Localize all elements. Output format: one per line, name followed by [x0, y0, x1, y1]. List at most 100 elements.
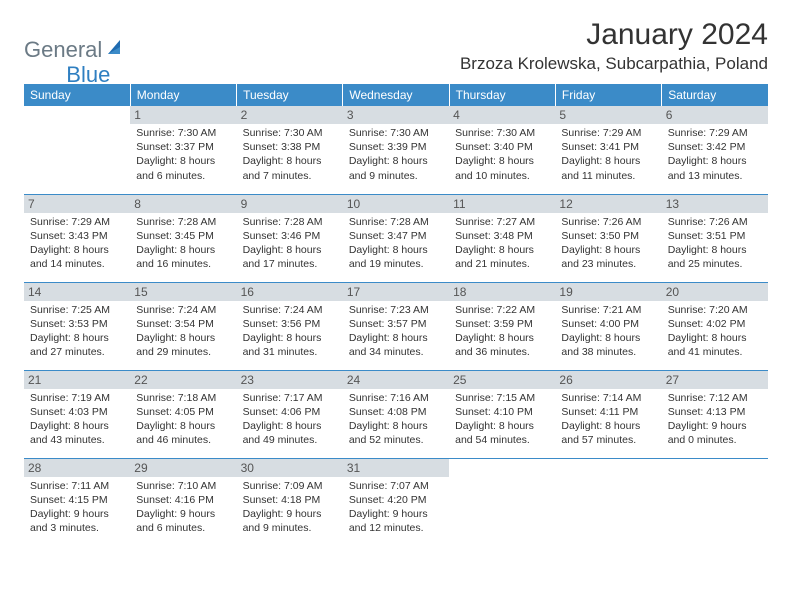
daylight-text: Daylight: 8 hours and 49 minutes.: [243, 419, 337, 447]
day-number: 23: [237, 371, 343, 389]
day-details: Sunrise: 7:30 AMSunset: 3:37 PMDaylight:…: [136, 126, 230, 183]
day-details: Sunrise: 7:21 AMSunset: 4:00 PMDaylight:…: [561, 303, 655, 360]
sunrise-text: Sunrise: 7:26 AM: [668, 215, 762, 229]
day-details: Sunrise: 7:14 AMSunset: 4:11 PMDaylight:…: [561, 391, 655, 448]
daylight-text: Daylight: 8 hours and 57 minutes.: [561, 419, 655, 447]
calendar-day-cell: [24, 106, 130, 194]
day-details: Sunrise: 7:20 AMSunset: 4:02 PMDaylight:…: [668, 303, 762, 360]
sunrise-text: Sunrise: 7:25 AM: [30, 303, 124, 317]
sunrise-text: Sunrise: 7:11 AM: [30, 479, 124, 493]
sunrise-text: Sunrise: 7:12 AM: [668, 391, 762, 405]
sunrise-text: Sunrise: 7:29 AM: [668, 126, 762, 140]
weekday-header: Friday: [555, 84, 661, 106]
calendar-day-cell: 2Sunrise: 7:30 AMSunset: 3:38 PMDaylight…: [237, 106, 343, 194]
sunrise-text: Sunrise: 7:28 AM: [136, 215, 230, 229]
daylight-text: Daylight: 8 hours and 21 minutes.: [455, 243, 549, 271]
calendar-week-row: 7Sunrise: 7:29 AMSunset: 3:43 PMDaylight…: [24, 194, 768, 282]
day-details: Sunrise: 7:22 AMSunset: 3:59 PMDaylight:…: [455, 303, 549, 360]
calendar-week-row: 28Sunrise: 7:11 AMSunset: 4:15 PMDayligh…: [24, 458, 768, 546]
day-details: Sunrise: 7:25 AMSunset: 3:53 PMDaylight:…: [30, 303, 124, 360]
sunset-text: Sunset: 4:20 PM: [349, 493, 443, 507]
calendar-day-cell: 26 Sunrise: 7:14 AMSunset: 4:11 PMDayligh…: [555, 370, 661, 458]
weekday-header: Monday: [130, 84, 236, 106]
sunrise-text: Sunrise: 7:23 AM: [349, 303, 443, 317]
sunset-text: Sunset: 4:08 PM: [349, 405, 443, 419]
day-number: 26: [555, 371, 661, 389]
daylight-text: Daylight: 9 hours and 6 minutes.: [136, 507, 230, 535]
logo: General Blue: [24, 18, 110, 74]
day-number: 10: [343, 195, 449, 213]
day-details: Sunrise: 7:27 AMSunset: 3:48 PMDaylight:…: [455, 215, 549, 272]
calendar-day-cell: 18 Sunrise: 7:22 AMSunset: 3:59 PMDayligh…: [449, 282, 555, 370]
day-number: 25: [449, 371, 555, 389]
calendar-day-cell: 28Sunrise: 7:11 AMSunset: 4:15 PMDayligh…: [24, 458, 130, 546]
sunset-text: Sunset: 3:59 PM: [455, 317, 549, 331]
day-number: 27: [662, 371, 768, 389]
day-number: 18: [449, 283, 555, 301]
calendar-day-cell: 7Sunrise: 7:29 AMSunset: 3:43 PMDaylight…: [24, 194, 130, 282]
daylight-text: Daylight: 8 hours and 19 minutes.: [349, 243, 443, 271]
day-number: 30: [237, 459, 343, 477]
calendar-day-cell: 21Sunrise: 7:19 AMSunset: 4:03 PMDayligh…: [24, 370, 130, 458]
daylight-text: Daylight: 8 hours and 29 minutes.: [136, 331, 230, 359]
day-details: Sunrise: 7:09 AMSunset: 4:18 PMDaylight:…: [243, 479, 337, 536]
calendar-day-cell: 20Sunrise: 7:20 AMSunset: 4:02 PMDayligh…: [662, 282, 768, 370]
calendar-day-cell: 22Sunrise: 7:18 AMSunset: 4:05 PMDayligh…: [130, 370, 236, 458]
day-number: 3: [343, 106, 449, 124]
day-details: Sunrise: 7:28 AMSunset: 3:46 PMDaylight:…: [243, 215, 337, 272]
calendar-week-row: 1 Sunrise: 7:30 AMSunset: 3:37 PMDaylight…: [24, 106, 768, 194]
sunrise-text: Sunrise: 7:28 AM: [349, 215, 443, 229]
day-number: 1: [130, 106, 236, 124]
day-number: 11: [449, 195, 555, 213]
sunrise-text: Sunrise: 7:19 AM: [30, 391, 124, 405]
daylight-text: Daylight: 8 hours and 14 minutes.: [30, 243, 124, 271]
sunset-text: Sunset: 3:51 PM: [668, 229, 762, 243]
day-details: Sunrise: 7:29 AMSunset: 3:41 PMDaylight:…: [561, 126, 655, 183]
daylight-text: Daylight: 8 hours and 38 minutes.: [561, 331, 655, 359]
calendar-week-row: 14 Sunrise: 7:25 AMSunset: 3:53 PMDayligh…: [24, 282, 768, 370]
daylight-text: Daylight: 9 hours and 3 minutes.: [30, 507, 124, 535]
day-number: 16: [237, 283, 343, 301]
day-details: Sunrise: 7:30 AMSunset: 3:40 PMDaylight:…: [455, 126, 549, 183]
logo-text-general: General: [24, 37, 102, 63]
sunrise-text: Sunrise: 7:22 AM: [455, 303, 549, 317]
calendar-day-cell: 8Sunrise: 7:28 AMSunset: 3:45 PMDaylight…: [130, 194, 236, 282]
sunset-text: Sunset: 4:15 PM: [30, 493, 124, 507]
logo-sail-icon: [106, 38, 126, 63]
sunset-text: Sunset: 4:16 PM: [136, 493, 230, 507]
sunset-text: Sunset: 3:43 PM: [30, 229, 124, 243]
day-number: 5: [555, 106, 661, 124]
daylight-text: Daylight: 8 hours and 34 minutes.: [349, 331, 443, 359]
daylight-text: Daylight: 8 hours and 41 minutes.: [668, 331, 762, 359]
day-details: Sunrise: 7:11 AMSunset: 4:15 PMDaylight:…: [30, 479, 124, 536]
sunrise-text: Sunrise: 7:20 AM: [668, 303, 762, 317]
calendar-day-cell: 5 Sunrise: 7:29 AMSunset: 3:41 PMDaylight…: [555, 106, 661, 194]
day-number: 14: [24, 283, 130, 301]
sunset-text: Sunset: 3:39 PM: [349, 140, 443, 154]
weekday-header-row: Sunday Monday Tuesday Wednesday Thursday…: [24, 84, 768, 106]
day-details: Sunrise: 7:30 AMSunset: 3:38 PMDaylight:…: [243, 126, 337, 183]
day-details: Sunrise: 7:18 AMSunset: 4:05 PMDaylight:…: [136, 391, 230, 448]
sunset-text: Sunset: 3:48 PM: [455, 229, 549, 243]
calendar-week-row: 21Sunrise: 7:19 AMSunset: 4:03 PMDayligh…: [24, 370, 768, 458]
sunrise-text: Sunrise: 7:26 AM: [561, 215, 655, 229]
day-details: Sunrise: 7:24 AMSunset: 3:54 PMDaylight:…: [136, 303, 230, 360]
calendar-day-cell: [555, 458, 661, 546]
calendar-day-cell: 17Sunrise: 7:23 AMSunset: 3:57 PMDayligh…: [343, 282, 449, 370]
daylight-text: Daylight: 8 hours and 43 minutes.: [30, 419, 124, 447]
calendar-day-cell: 6Sunrise: 7:29 AMSunset: 3:42 PMDaylight…: [662, 106, 768, 194]
calendar-day-cell: 14 Sunrise: 7:25 AMSunset: 3:53 PMDayligh…: [24, 282, 130, 370]
day-number: 19: [555, 283, 661, 301]
calendar-day-cell: 27Sunrise: 7:12 AMSunset: 4:13 PMDayligh…: [662, 370, 768, 458]
daylight-text: Daylight: 8 hours and 27 minutes.: [30, 331, 124, 359]
daylight-text: Daylight: 8 hours and 9 minutes.: [349, 154, 443, 182]
calendar-day-cell: 1 Sunrise: 7:30 AMSunset: 3:37 PMDaylight…: [130, 106, 236, 194]
day-details: Sunrise: 7:10 AMSunset: 4:16 PMDaylight:…: [136, 479, 230, 536]
calendar-day-cell: [662, 458, 768, 546]
sunset-text: Sunset: 4:00 PM: [561, 317, 655, 331]
daylight-text: Daylight: 8 hours and 46 minutes.: [136, 419, 230, 447]
day-details: Sunrise: 7:19 AMSunset: 4:03 PMDaylight:…: [30, 391, 124, 448]
sunset-text: Sunset: 4:03 PM: [30, 405, 124, 419]
calendar-day-cell: 4Sunrise: 7:30 AMSunset: 3:40 PMDaylight…: [449, 106, 555, 194]
sunset-text: Sunset: 4:05 PM: [136, 405, 230, 419]
